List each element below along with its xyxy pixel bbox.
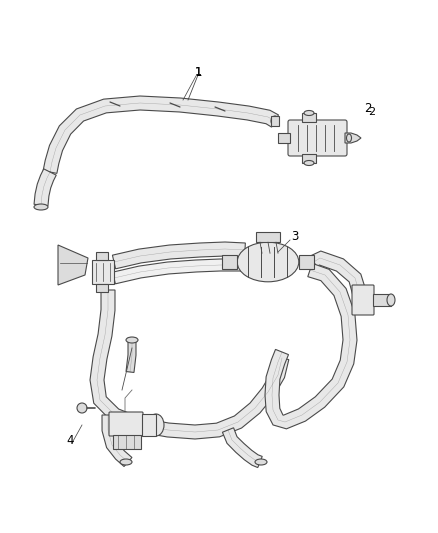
Bar	[278, 133, 290, 143]
Polygon shape	[345, 133, 361, 143]
FancyBboxPatch shape	[352, 285, 374, 315]
Polygon shape	[102, 415, 132, 466]
Polygon shape	[113, 242, 245, 269]
Polygon shape	[223, 428, 262, 467]
Polygon shape	[43, 96, 279, 173]
Text: 4: 4	[66, 433, 74, 447]
FancyBboxPatch shape	[288, 120, 347, 156]
Ellipse shape	[304, 160, 314, 166]
Circle shape	[77, 403, 87, 413]
Ellipse shape	[255, 459, 267, 465]
Ellipse shape	[387, 294, 395, 306]
Polygon shape	[126, 338, 136, 373]
Bar	[142, 414, 156, 436]
Polygon shape	[90, 290, 289, 439]
Text: 2: 2	[368, 107, 375, 117]
Bar	[256, 232, 280, 242]
Ellipse shape	[34, 204, 48, 210]
Ellipse shape	[346, 134, 352, 142]
Bar	[92, 260, 114, 284]
Ellipse shape	[271, 116, 279, 126]
Ellipse shape	[148, 414, 164, 436]
FancyBboxPatch shape	[109, 412, 143, 436]
Bar	[302, 113, 316, 122]
Bar	[271, 116, 279, 126]
Polygon shape	[310, 251, 367, 297]
Text: 2: 2	[364, 101, 372, 115]
Text: 1: 1	[194, 67, 201, 77]
Polygon shape	[34, 169, 56, 206]
Ellipse shape	[126, 337, 138, 343]
Ellipse shape	[304, 110, 314, 116]
Ellipse shape	[237, 242, 299, 282]
Bar	[96, 284, 108, 292]
Bar	[302, 154, 316, 163]
Polygon shape	[58, 245, 88, 285]
Text: 1: 1	[194, 67, 202, 79]
Bar	[299, 255, 314, 269]
Bar	[96, 252, 108, 260]
Polygon shape	[113, 259, 242, 284]
Bar	[222, 255, 237, 269]
Text: 3: 3	[291, 230, 299, 244]
Ellipse shape	[120, 459, 132, 465]
Bar	[113, 435, 141, 449]
Polygon shape	[265, 263, 357, 429]
Bar	[373, 294, 391, 306]
